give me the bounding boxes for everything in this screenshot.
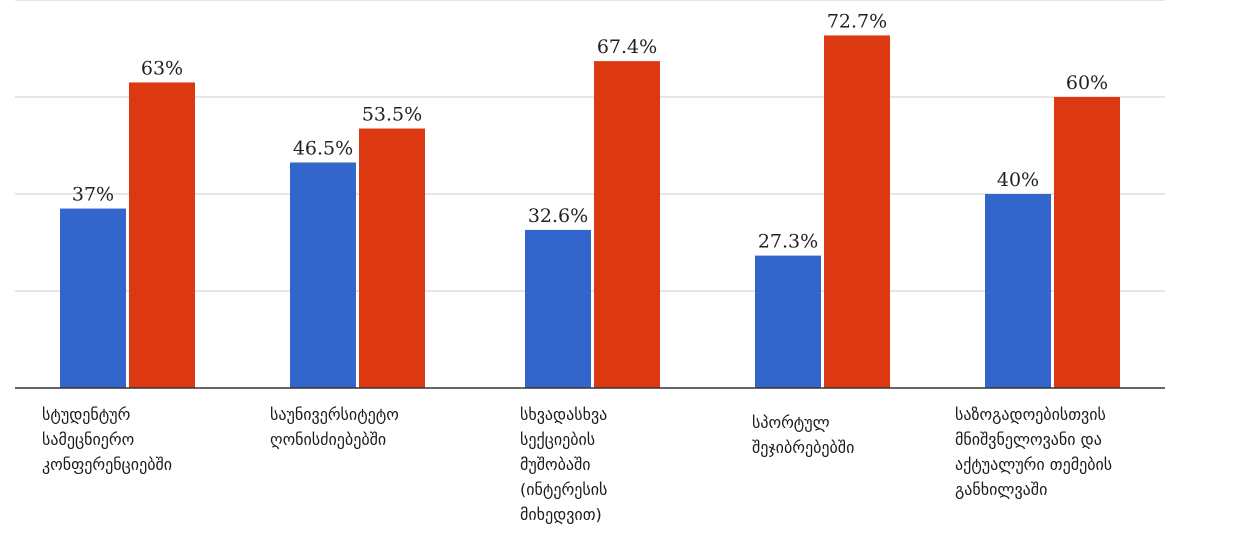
- bar-s1-c4: [755, 255, 821, 388]
- bar-s2-c2: [359, 128, 425, 388]
- value-label-s1-c5: 40%: [997, 169, 1039, 191]
- value-label-s2-c3: 67.4%: [597, 36, 657, 58]
- bar-s1-c2: [290, 162, 356, 388]
- bar-s1-c3: [525, 229, 591, 388]
- value-label-s1-c4: 27.3%: [758, 231, 818, 253]
- category-label-4: სპორტულ შეჯიბრებებში: [752, 413, 855, 457]
- bar-s2-c3: [594, 61, 660, 389]
- category-label-5: საზოგადოებისთვის მნიშვნელოვანი და აქტუალ…: [955, 405, 1113, 499]
- category-label-1: სტუდენტურ სამეცნიერო კონფერენციებში: [42, 405, 173, 474]
- value-label-s2-c4: 72.7%: [827, 10, 887, 32]
- value-label-s1-c1: 37%: [72, 184, 114, 206]
- category-label-3: სხვადასხვა სექციების მუშობაში (ინტერესის…: [520, 405, 608, 524]
- category-label-2: საუნივერსიტეტო ღონისძიებებში: [270, 405, 399, 449]
- bars: [60, 35, 1120, 389]
- bar-s2-c4: [824, 35, 890, 388]
- bar-s2-c1: [129, 82, 195, 388]
- bar-s1-c1: [60, 208, 126, 388]
- value-labels: 37% 63% 46.5% 53.5% 32.6% 67.4% 27.3% 72.7% 40% 6…: [72, 10, 1108, 252]
- value-label-s1-c3: 32.6%: [528, 205, 588, 227]
- value-label-s1-c2: 46.5%: [293, 137, 353, 159]
- value-label-s2-c1: 63%: [141, 57, 183, 79]
- bar-s2-c5: [1054, 97, 1120, 388]
- value-label-s2-c2: 53.5%: [362, 104, 422, 126]
- value-label-s2-c5: 60%: [1066, 72, 1108, 94]
- bar-s1-c5: [985, 194, 1051, 388]
